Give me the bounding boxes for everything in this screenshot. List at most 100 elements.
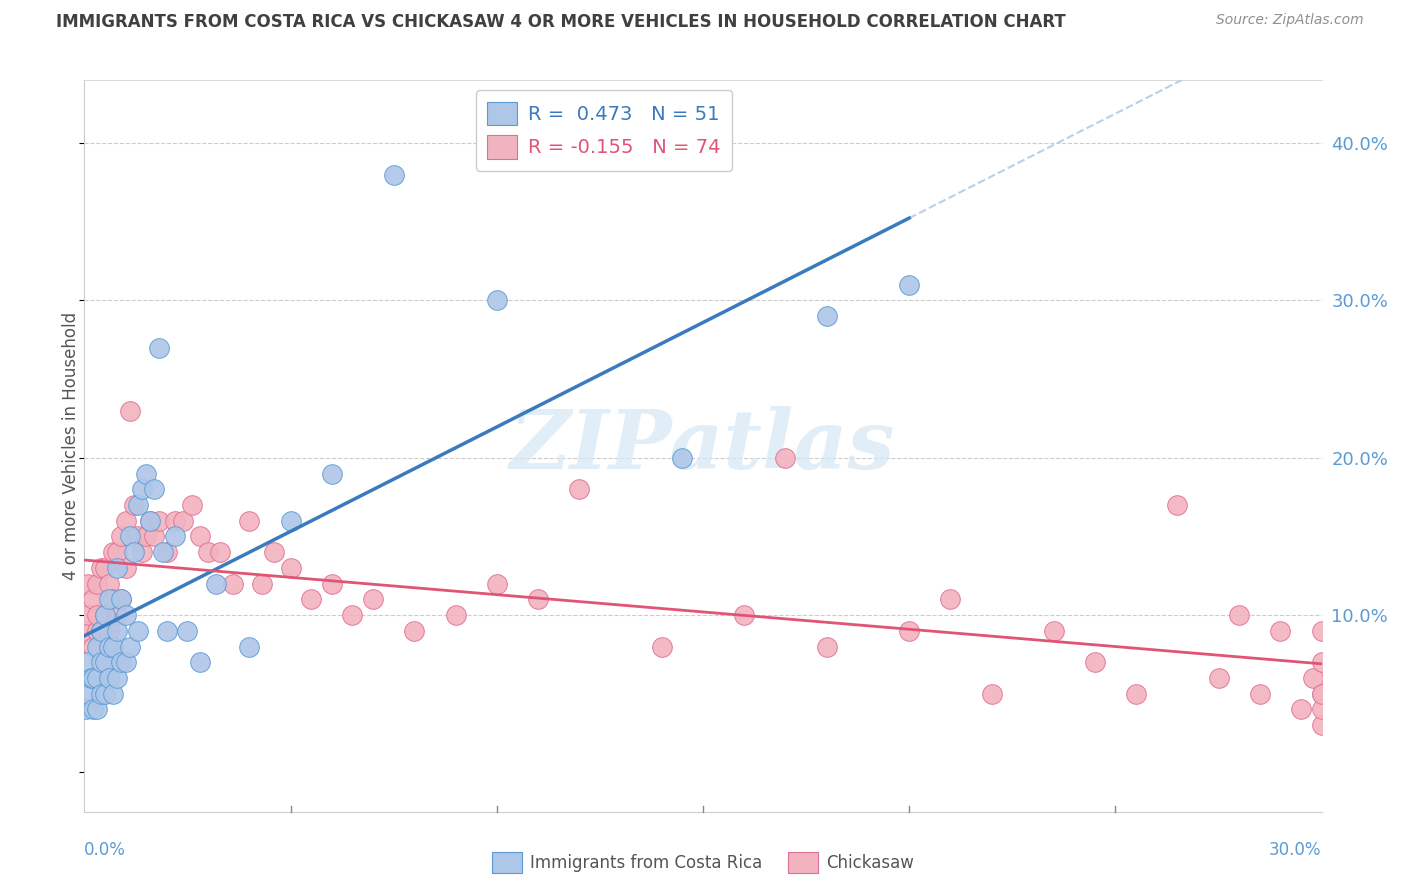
- Point: [90, 561, 112, 575]
- Point: [114, 514, 136, 528]
- Point: [939, 592, 962, 607]
- Point: [94, 561, 117, 575]
- Point: [250, 576, 273, 591]
- Point: [382, 168, 405, 182]
- Point: [238, 640, 260, 654]
- Point: [188, 655, 211, 669]
- Point: [86, 608, 108, 623]
- Point: [1289, 702, 1312, 716]
- Point: [90, 687, 112, 701]
- Point: [1310, 687, 1333, 701]
- Point: [980, 687, 1002, 701]
- Point: [82, 671, 104, 685]
- Point: [263, 545, 285, 559]
- Point: [94, 608, 117, 623]
- Point: [77, 576, 100, 591]
- Point: [1166, 498, 1188, 512]
- Point: [79, 671, 101, 685]
- Point: [82, 592, 104, 607]
- Point: [75, 702, 97, 716]
- Point: [98, 592, 121, 607]
- Point: [122, 498, 145, 512]
- Text: 30.0%: 30.0%: [1270, 841, 1322, 859]
- Point: [651, 640, 673, 654]
- Text: Source: ZipAtlas.com: Source: ZipAtlas.com: [1216, 13, 1364, 28]
- Point: [815, 640, 838, 654]
- Legend: R =  0.473   N = 51, R = -0.155   N = 74: R = 0.473 N = 51, R = -0.155 N = 74: [475, 90, 733, 170]
- Point: [77, 608, 100, 623]
- Text: ZIPatlas: ZIPatlas: [510, 406, 896, 486]
- Point: [1208, 671, 1230, 685]
- Point: [82, 640, 104, 654]
- Point: [75, 624, 97, 638]
- Point: [209, 545, 232, 559]
- Point: [105, 608, 128, 623]
- Point: [103, 592, 125, 607]
- Point: [898, 277, 921, 292]
- Point: [127, 529, 149, 543]
- Point: [139, 514, 162, 528]
- Point: [103, 545, 125, 559]
- Point: [280, 514, 302, 528]
- Point: [321, 467, 343, 481]
- Point: [485, 293, 508, 308]
- Point: [188, 529, 211, 543]
- Point: [110, 655, 132, 669]
- Point: [110, 592, 132, 607]
- Point: [280, 561, 302, 575]
- Point: [238, 514, 260, 528]
- Point: [103, 687, 125, 701]
- Point: [127, 498, 149, 512]
- Point: [103, 640, 125, 654]
- Point: [143, 529, 166, 543]
- Point: [1310, 655, 1333, 669]
- Point: [86, 624, 108, 638]
- Point: [671, 450, 693, 465]
- Point: [733, 608, 755, 623]
- Point: [176, 624, 198, 638]
- Point: [105, 624, 128, 638]
- Point: [94, 608, 117, 623]
- Point: [1302, 671, 1324, 685]
- Point: [1249, 687, 1271, 701]
- Point: [143, 482, 166, 496]
- Point: [110, 529, 132, 543]
- Point: [1042, 624, 1064, 638]
- Point: [86, 576, 108, 591]
- Point: [156, 624, 179, 638]
- Point: [90, 624, 112, 638]
- Point: [105, 545, 128, 559]
- Point: [139, 514, 162, 528]
- Point: [98, 576, 121, 591]
- Point: [77, 655, 100, 669]
- Point: [299, 592, 322, 607]
- Point: [118, 403, 141, 417]
- Point: [568, 482, 591, 496]
- Point: [1227, 608, 1250, 623]
- Point: [342, 608, 364, 623]
- Point: [321, 576, 343, 591]
- Point: [172, 514, 194, 528]
- Point: [444, 608, 467, 623]
- Point: [131, 545, 153, 559]
- Point: [86, 640, 108, 654]
- Point: [898, 624, 921, 638]
- Point: [114, 561, 136, 575]
- Point: [86, 702, 108, 716]
- Point: [118, 529, 141, 543]
- Text: 0.0%: 0.0%: [84, 841, 127, 859]
- Point: [110, 592, 132, 607]
- Point: [118, 640, 141, 654]
- Point: [205, 576, 228, 591]
- Point: [1125, 687, 1147, 701]
- Point: [485, 576, 508, 591]
- Point: [156, 545, 179, 559]
- Point: [135, 467, 157, 481]
- Point: [135, 529, 157, 543]
- Point: [1310, 624, 1333, 638]
- Point: [165, 529, 187, 543]
- Point: [404, 624, 426, 638]
- Point: [1270, 624, 1292, 638]
- Point: [148, 514, 170, 528]
- Point: [105, 671, 128, 685]
